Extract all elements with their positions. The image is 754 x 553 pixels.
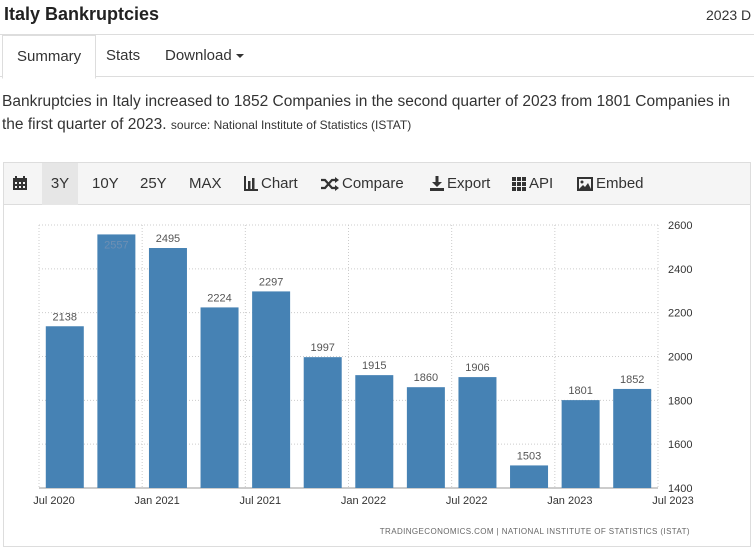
tab-bar: Summary Stats Download — [0, 34, 754, 79]
tab-summary[interactable]: Summary — [2, 35, 97, 79]
description-text: Bankruptcies in Italy increased to 1852 … — [2, 93, 731, 133]
x-tick-label: Jan 2022 — [341, 495, 386, 507]
image-icon — [577, 177, 593, 191]
shuffle-icon — [321, 177, 339, 191]
y-tick-label: 2000 — [668, 352, 692, 364]
chart-credit: TRADINGECONOMICS.COM | NATIONAL INSTITUT… — [379, 527, 690, 536]
bar-value-label: 2224 — [207, 292, 231, 304]
bar-chart-icon — [244, 176, 258, 191]
page-date: 2023 D — [706, 7, 752, 23]
bar-chart: 1400 1600 1800 2000 2200 2400 2600 2138 2557 2495… — [33, 220, 694, 507]
calendar-button[interactable] — [12, 163, 31, 205]
chart-panel: 3Y 10Y 25Y MAX Chart Compare Export API … — [3, 162, 751, 547]
bar — [406, 387, 445, 488]
bar-value-label: 1503 — [517, 450, 541, 462]
range-3y-button[interactable]: 3Y — [42, 163, 78, 205]
y-tick-label: 2600 — [668, 220, 692, 232]
bar-value-label: 2557 — [104, 239, 128, 251]
bar — [613, 388, 652, 488]
x-tick-label: Jul 2020 — [33, 495, 75, 507]
bar — [561, 400, 600, 488]
bar — [45, 326, 84, 488]
y-tick-label: 1400 — [668, 483, 692, 495]
api-label: API — [529, 175, 554, 192]
y-tick-label: 2400 — [668, 264, 692, 276]
range-max-button[interactable]: MAX — [189, 175, 222, 192]
embed-label: Embed — [596, 175, 644, 192]
bar-value-label: 1906 — [465, 362, 489, 374]
bar — [252, 291, 291, 488]
download-icon — [430, 176, 444, 191]
x-tick-label: Jan 2023 — [547, 495, 592, 507]
bar — [510, 465, 549, 488]
export-label: Export — [447, 175, 491, 192]
description-source: source: National Institute of Statistics… — [170, 118, 412, 132]
range-10y-button[interactable]: 10Y — [92, 175, 119, 192]
tab-download[interactable]: Download — [151, 35, 258, 78]
grid-icon — [512, 177, 526, 191]
x-tick-label: Jan 2021 — [135, 495, 180, 507]
bar — [200, 307, 239, 488]
bar — [97, 234, 136, 488]
api-button[interactable]: API — [512, 163, 553, 205]
bar — [458, 377, 497, 488]
y-tick-label: 1800 — [668, 395, 692, 407]
bar — [303, 357, 342, 488]
compare-label: Compare — [342, 175, 404, 192]
y-tick-label: 2200 — [668, 308, 692, 320]
page-title: Italy Bankruptcies — [4, 4, 160, 24]
bar — [148, 248, 187, 488]
tab-download-label: Download — [165, 47, 232, 64]
x-tick-label: Jul 2022 — [446, 495, 488, 507]
bar — [355, 375, 394, 488]
bar-value-label: 2297 — [259, 276, 283, 288]
chart-label: Chart — [261, 175, 298, 192]
y-tick-label: 1600 — [668, 439, 692, 451]
bar-value-label: 1852 — [620, 374, 644, 386]
tab-stats[interactable]: Stats — [106, 47, 141, 64]
bar-value-label: 2495 — [156, 233, 180, 245]
range-25y-button[interactable]: 25Y — [140, 175, 167, 192]
bar-value-label: 1801 — [568, 385, 592, 397]
chart-type-button[interactable]: Chart — [244, 163, 298, 205]
chart-toolbar: 3Y 10Y 25Y MAX Chart Compare Export API … — [4, 163, 750, 205]
embed-button[interactable]: Embed — [577, 163, 644, 205]
bar-value-label: 2138 — [53, 311, 77, 323]
export-button[interactable]: Export — [430, 163, 490, 205]
description: Bankruptcies in Italy increased to 1852 … — [2, 90, 754, 137]
bar-value-label: 1860 — [414, 372, 438, 384]
calendar-icon — [13, 176, 27, 190]
bar-value-label: 1915 — [362, 360, 386, 372]
compare-button[interactable]: Compare — [321, 163, 404, 205]
x-tick-label: Jul 2023 — [652, 495, 694, 507]
bar-value-label: 1997 — [310, 342, 334, 354]
caret-down-icon — [235, 54, 244, 59]
x-tick-label: Jul 2021 — [240, 495, 282, 507]
